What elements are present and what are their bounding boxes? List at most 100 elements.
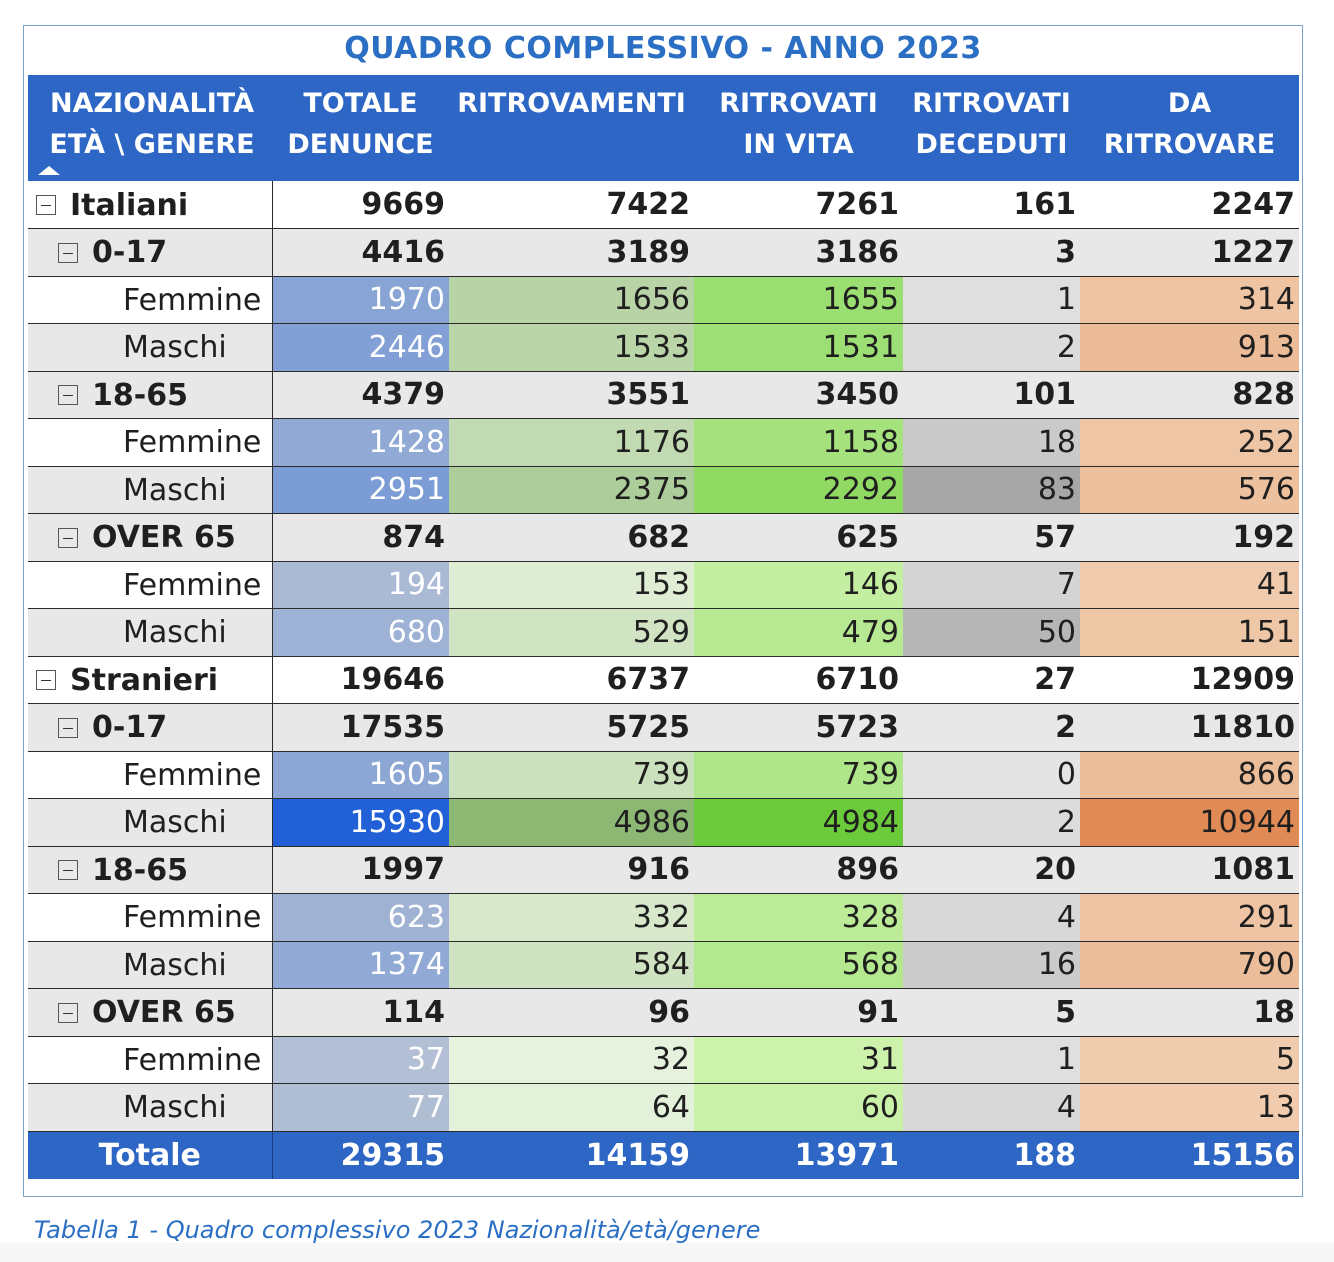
value-cell: 739 <box>694 751 903 799</box>
value-cell: 19646 <box>272 656 449 704</box>
value-cell: 896 <box>694 846 903 894</box>
gender-row: Femmine 623 332 328 4 291 <box>28 893 1299 942</box>
sort-ascending-icon[interactable] <box>38 166 60 175</box>
header-ritrovati-deceduti[interactable]: RITROVATI DECEDUTI <box>903 75 1080 181</box>
nationality-row: Italiani 9669 7422 7261 161 2247 <box>28 181 1299 229</box>
value-cell: 18 <box>1080 988 1299 1037</box>
row-label: Femmine <box>123 1042 262 1078</box>
row-label-cell: Femmine <box>28 276 273 324</box>
collapse-icon[interactable] <box>36 670 56 691</box>
total-row: Totale 29315 14159 13971 188 15156 <box>28 1131 1299 1179</box>
value-cell: 625 <box>694 513 903 562</box>
total-value-cell: 188 <box>903 1131 1080 1179</box>
value-cell: 4 <box>903 893 1080 942</box>
value-cell: 1158 <box>694 418 903 467</box>
row-label: OVER 65 <box>92 995 236 1031</box>
value-cell: 4984 <box>694 798 903 847</box>
header-ritrovamenti[interactable]: RITROVAMENTI <box>449 75 694 181</box>
value-cell: 1605 <box>272 751 449 799</box>
collapse-icon[interactable] <box>58 527 78 548</box>
value-cell: 41 <box>1080 561 1299 609</box>
row-label-cell: OVER 65 <box>28 988 273 1037</box>
header-nationality[interactable]: NAZIONALITÀ ETÀ \ GENERE <box>28 75 272 181</box>
value-cell: 4379 <box>272 371 449 419</box>
header-ritrovati-in-vita[interactable]: RITROVATI IN VITA <box>694 75 903 181</box>
value-cell: 27 <box>903 656 1080 704</box>
total-value-cell: 15156 <box>1080 1131 1299 1179</box>
table-caption: Tabella 1 - Quadro complessivo 2023 Nazi… <box>34 1216 761 1244</box>
table-body: Italiani 9669 7422 7261 161 2247 0-17 4416 3189 3… <box>28 181 1299 1179</box>
value-cell: 479 <box>694 608 903 657</box>
header-line: RITROVATI <box>719 88 878 119</box>
value-cell: 3450 <box>694 371 903 419</box>
row-label: Stranieri <box>70 662 219 698</box>
header-totale-denunce[interactable]: TOTALE DENUNCE <box>272 75 449 181</box>
total-label: Totale <box>28 1131 273 1179</box>
header-line: RITROVATI <box>912 88 1071 119</box>
row-label-cell: 18-65 <box>28 846 273 894</box>
value-cell: 623 <box>272 893 449 942</box>
row-label-cell: Femmine <box>28 418 273 467</box>
table-frame: QUADRO COMPLESSIVO - ANNO 2023 NAZIONALI… <box>23 25 1303 1197</box>
value-cell: 194 <box>272 561 449 609</box>
header-line: IN VITA <box>743 129 854 160</box>
value-cell: 1970 <box>272 276 449 324</box>
collapse-icon[interactable] <box>58 860 78 881</box>
header-row: NAZIONALITÀ ETÀ \ GENERE TOTALE DENUNCE … <box>28 75 1299 181</box>
row-label: Maschi <box>123 947 227 983</box>
row-label: Maschi <box>123 472 227 508</box>
value-cell: 151 <box>1080 608 1299 657</box>
header-line: RITROVAMENTI <box>457 88 686 119</box>
table-title: QUADRO COMPLESSIVO - ANNO 2023 <box>344 31 982 66</box>
value-cell: 37 <box>272 1036 449 1084</box>
age-group-row: OVER 65 874 682 625 57 192 <box>28 513 1299 562</box>
value-cell: 3189 <box>449 228 694 277</box>
gender-row: Femmine 1605 739 739 0 866 <box>28 751 1299 799</box>
row-label-cell: OVER 65 <box>28 513 273 562</box>
nationality-row: Stranieri 19646 6737 6710 27 12909 <box>28 656 1299 704</box>
row-label-cell: Maschi <box>28 798 273 847</box>
header-da-ritrovare[interactable]: DA RITROVARE <box>1080 75 1299 181</box>
value-cell: 12909 <box>1080 656 1299 704</box>
row-label: OVER 65 <box>92 520 236 556</box>
gender-row: Femmine 1970 1656 1655 1 314 <box>28 276 1299 324</box>
value-cell: 291 <box>1080 893 1299 942</box>
value-cell: 9669 <box>272 181 449 229</box>
value-cell: 5725 <box>449 703 694 752</box>
value-cell: 7 <box>903 561 1080 609</box>
row-label-cell: Maschi <box>28 1083 273 1132</box>
value-cell: 2 <box>903 703 1080 752</box>
value-cell: 1997 <box>272 846 449 894</box>
value-cell: 77 <box>272 1083 449 1132</box>
collapse-icon[interactable] <box>58 242 78 263</box>
value-cell: 828 <box>1080 371 1299 419</box>
value-cell: 916 <box>449 846 694 894</box>
value-cell: 874 <box>272 513 449 562</box>
gender-row: Maschi 77 64 60 4 13 <box>28 1083 1299 1132</box>
value-cell: 18 <box>903 418 1080 467</box>
row-label-cell: Femmine <box>28 751 273 799</box>
collapse-icon[interactable] <box>58 385 78 406</box>
value-cell: 913 <box>1080 323 1299 372</box>
value-cell: 5 <box>1080 1036 1299 1084</box>
value-cell: 96 <box>449 988 694 1037</box>
collapse-icon[interactable] <box>58 717 78 738</box>
row-label: Italiani <box>70 187 189 223</box>
collapse-icon[interactable] <box>58 1002 78 1023</box>
value-cell: 1176 <box>449 418 694 467</box>
value-cell: 31 <box>694 1036 903 1084</box>
age-group-row: OVER 65 114 96 91 5 18 <box>28 988 1299 1037</box>
value-cell: 529 <box>449 608 694 657</box>
value-cell: 60 <box>694 1083 903 1132</box>
row-label-cell: Stranieri <box>28 656 273 704</box>
value-cell: 3186 <box>694 228 903 277</box>
value-cell: 16 <box>903 941 1080 989</box>
row-label-cell: 18-65 <box>28 371 273 419</box>
gender-row: Maschi 680 529 479 50 151 <box>28 608 1299 657</box>
collapse-icon[interactable] <box>36 195 56 215</box>
value-cell: 17535 <box>272 703 449 752</box>
row-label: Maschi <box>123 330 227 366</box>
row-label: Femmine <box>123 567 262 603</box>
row-label: Femmine <box>123 757 262 793</box>
value-cell: 1081 <box>1080 846 1299 894</box>
